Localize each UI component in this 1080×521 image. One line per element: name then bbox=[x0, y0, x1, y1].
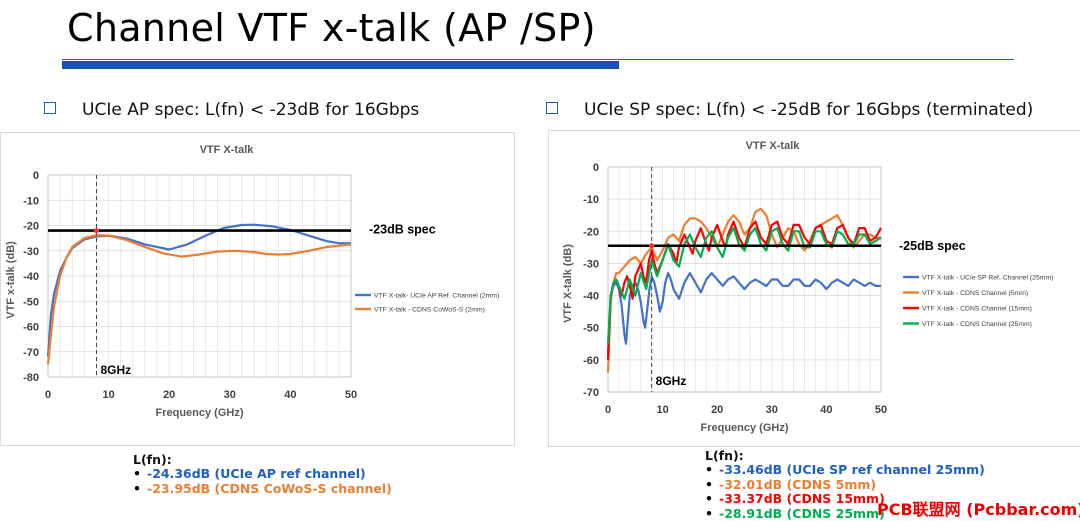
sp-legend-label-1: VTF X-talk - CDNS Channel (5mm) bbox=[922, 290, 1028, 297]
sp-y-tick-label: 0 bbox=[593, 162, 599, 174]
summary-sp-item-1: -32.01dB (CDNS 5mm) bbox=[719, 477, 876, 492]
summary-sp-heading: L(fn): bbox=[705, 448, 985, 463]
sp-legend-label-0: VTF X-talk - UCIe SP Ref. Channel (25mm) bbox=[922, 275, 1053, 282]
sp-y-tick-label: -50 bbox=[583, 323, 599, 335]
sp-x-tick-label: 20 bbox=[711, 404, 723, 416]
sp-x-tick-label: 30 bbox=[766, 404, 778, 416]
summary-ap-item: •-24.36dB (UCIe AP ref channel) bbox=[133, 467, 392, 482]
sp-y-tick-label: -70 bbox=[583, 387, 599, 399]
sp-legend-label-2: VTF X-talk - CDNS Channel (15mm) bbox=[922, 306, 1032, 313]
summary-sp-item-3: -28.91dB (CDNS 25mm) bbox=[719, 506, 885, 521]
sp-x-axis-label: Frequency (GHz) bbox=[700, 422, 788, 434]
sp-y-axis-label: VTF X-talk (dB) bbox=[562, 244, 574, 323]
sp-legend-label-3: VTF X-talk - CDNS Channel (25mm) bbox=[922, 321, 1032, 328]
sp-x-tick-label: 10 bbox=[656, 404, 668, 416]
summary-ap-item-0: -24.36dB (UCIe AP ref channel) bbox=[147, 466, 366, 481]
sp-y-tick-label: -40 bbox=[583, 291, 599, 303]
sp-y-tick-label: -20 bbox=[583, 226, 599, 238]
watermark-text: PCB联盟网 (Pcbbar.com) bbox=[877, 496, 1080, 520]
summary-ap: L(fn): •-24.36dB (UCIe AP ref channel) •… bbox=[133, 452, 392, 496]
sp-series-line-0 bbox=[608, 273, 881, 353]
sp-chart-title: VTF X-talk bbox=[746, 140, 801, 152]
summary-ap-item: •-23.95dB (CDNS CoWoS-S channel) bbox=[133, 482, 392, 497]
sp-y-tick-label: -60 bbox=[583, 355, 599, 367]
sp-intersection-dot bbox=[649, 243, 654, 248]
summary-sp-item: •-32.01dB (CDNS 5mm) bbox=[705, 478, 985, 493]
summary-sp-item-2: -33.37dB (CDNS 15mm) bbox=[719, 491, 885, 506]
sp-y-tick-label: -10 bbox=[583, 194, 599, 206]
summary-ap-heading: L(fn): bbox=[133, 452, 392, 467]
sp-marker-label: 8GHz bbox=[656, 374, 687, 388]
sp-x-tick-label: 0 bbox=[605, 404, 611, 416]
sp-x-tick-label: 40 bbox=[820, 404, 832, 416]
summary-ap-item-1: -23.95dB (CDNS CoWoS-S channel) bbox=[147, 481, 392, 496]
sp-y-tick-label: -30 bbox=[583, 258, 599, 270]
summary-sp-item-0: -33.46dB (UCIe SP ref channel 25mm) bbox=[719, 462, 985, 477]
sp-x-tick-label: 50 bbox=[875, 404, 887, 416]
summary-sp-item: •-33.46dB (UCIe SP ref channel 25mm) bbox=[705, 463, 985, 478]
sp-spec-label: -25dB spec bbox=[899, 239, 966, 253]
